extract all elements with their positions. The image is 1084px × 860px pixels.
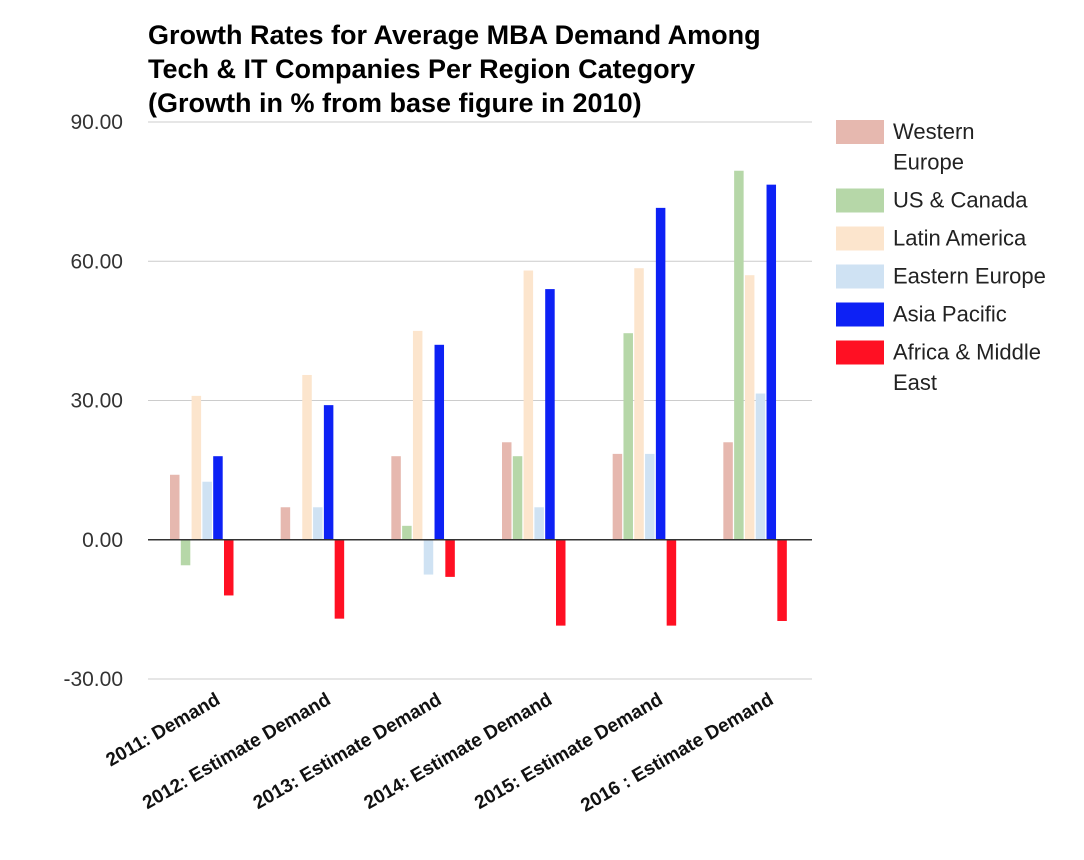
legend-swatch	[836, 188, 884, 213]
chart-title-line-3: (Growth in % from base figure in 2010)	[148, 88, 642, 118]
bar-latin-america-2[interactable]	[302, 374, 312, 540]
bar-asia-pacific-6[interactable]	[766, 184, 777, 540]
bar-africa-middle-east-2[interactable]	[334, 539, 345, 619]
legend-swatch	[836, 264, 884, 289]
y-tick-label: 30.00	[70, 390, 123, 413]
bar-eastern-europe-5[interactable]	[645, 453, 655, 540]
bar-asia-pacific-3[interactable]	[434, 344, 445, 540]
y-tick-label: 60.00	[70, 250, 123, 273]
legend-label: Europe	[893, 150, 964, 175]
bar-asia-pacific-4[interactable]	[545, 289, 555, 540]
bar-asia-pacific-2[interactable]	[323, 405, 334, 540]
bar-eastern-europe-1[interactable]	[202, 481, 212, 540]
bar-us-canada-1[interactable]	[180, 539, 191, 566]
legend[interactable]: Western Europe US & Canada Latin America Eas…	[836, 119, 1046, 395]
bar-eastern-europe-6[interactable]	[755, 393, 766, 540]
bar-eastern-europe-3[interactable]	[423, 539, 434, 575]
bar-latin-america-3[interactable]	[412, 330, 423, 540]
bar-latin-america-6[interactable]	[744, 275, 755, 540]
legend-label: Eastern Europe	[893, 264, 1046, 289]
legend-item-us-canada[interactable]: US & Canada	[836, 188, 1028, 213]
y-tick-label: 90.00	[70, 111, 123, 134]
legend-swatch	[836, 302, 884, 327]
y-tick-label: -30.00	[63, 668, 123, 691]
chart-title: Growth Rates for Average MBA Demand Amon…	[148, 20, 761, 118]
legend-label: US & Canada	[893, 188, 1028, 213]
legend-label: Asia Pacific	[893, 302, 1007, 327]
legend-swatch	[836, 120, 884, 144]
bar-us-canada-5[interactable]	[623, 333, 633, 540]
bar-us-canada-3[interactable]	[402, 525, 412, 540]
bar-western-europe-1[interactable]	[170, 474, 180, 540]
bars	[170, 170, 787, 626]
bar-us-canada-4[interactable]	[512, 456, 523, 540]
bar-asia-pacific-1[interactable]	[213, 456, 223, 540]
bar-africa-middle-east-1[interactable]	[224, 539, 234, 596]
legend-label: Western	[893, 119, 975, 144]
bar-us-canada-6[interactable]	[734, 170, 744, 540]
legend-item-asia-pacific[interactable]: Asia Pacific	[836, 302, 1007, 327]
chart-title-line-1: Growth Rates for Average MBA Demand Amon…	[148, 20, 761, 50]
bar-africa-middle-east-3[interactable]	[445, 539, 455, 577]
y-axis: 90.00 60.00 30.00 0.00 -30.00	[63, 111, 123, 691]
legend-label: Latin America	[893, 226, 1027, 251]
legend-item-eastern-europe[interactable]: Eastern Europe	[836, 264, 1046, 289]
bar-western-europe-3[interactable]	[391, 456, 401, 540]
bar-latin-america-5[interactable]	[634, 268, 644, 540]
bar-western-europe-2[interactable]	[280, 507, 291, 540]
chart-title-line-2: Tech & IT Companies Per Region Category	[148, 54, 695, 84]
legend-label: East	[893, 370, 937, 395]
x-tick-label: 2012: Estimate Demand	[139, 689, 334, 814]
bar-africa-middle-east-6[interactable]	[777, 539, 787, 621]
bar-latin-america-1[interactable]	[191, 395, 202, 540]
x-tick-label: 2014: Estimate Demand	[361, 689, 556, 814]
y-tick-label: 0.00	[82, 529, 123, 552]
legend-swatch	[836, 340, 884, 365]
bar-latin-america-4[interactable]	[523, 270, 534, 540]
x-tick-label: 2015: Estimate Demand	[471, 689, 666, 814]
legend-item-africa-middle-east[interactable]: Africa & Middle East	[836, 340, 1041, 396]
x-tick-label: 2016 : Estimate Demand	[577, 689, 777, 816]
bar-africa-middle-east-4[interactable]	[556, 539, 566, 626]
bar-western-europe-6[interactable]	[723, 442, 733, 540]
legend-label: Africa & Middle	[893, 340, 1041, 365]
bar-africa-middle-east-5[interactable]	[666, 539, 677, 626]
bar-eastern-europe-4[interactable]	[534, 507, 544, 540]
legend-item-western-europe[interactable]: Western Europe	[836, 119, 975, 175]
bar-western-europe-5[interactable]	[612, 453, 623, 540]
x-tick-label: 2013: Estimate Demand	[250, 689, 445, 814]
bar-asia-pacific-5[interactable]	[655, 207, 666, 540]
legend-item-latin-america[interactable]: Latin America	[836, 226, 1027, 251]
legend-swatch	[836, 226, 884, 251]
gridlines	[148, 121, 812, 680]
bar-eastern-europe-2[interactable]	[313, 507, 323, 540]
bar-western-europe-4[interactable]	[502, 442, 512, 540]
